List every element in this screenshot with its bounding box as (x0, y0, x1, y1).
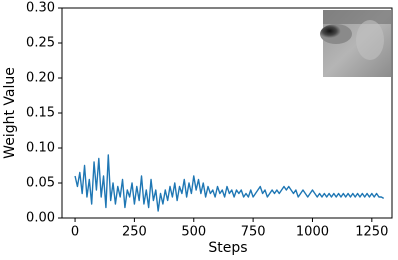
x-tick-label: 0 (71, 225, 79, 240)
x-tick-label: 1000 (296, 225, 329, 240)
inset-eye (320, 24, 352, 44)
y-tick-label: 0.00 (26, 211, 55, 226)
y-tick-label: 0.25 (26, 36, 55, 51)
y-tick-label: 0.10 (26, 141, 55, 156)
y-tick-label: 0.20 (26, 71, 55, 86)
y-axis-label: Weight Value (2, 67, 18, 159)
inset-cheek (356, 20, 384, 60)
y-tick-label: 0.30 (26, 1, 55, 16)
x-tick-label: 500 (181, 225, 206, 240)
x-tick-label: 1250 (355, 225, 388, 240)
plot-area: 0.00 0.05 0.10 0.15 0.20 0.25 0.30 0 250 500 750 10… (26, 1, 393, 240)
inset-image (320, 10, 391, 77)
y-tick-label: 0.05 (26, 176, 55, 191)
data-line (74, 154, 385, 212)
x-tick-label: 250 (122, 225, 147, 240)
x-tick-label: 750 (241, 225, 266, 240)
y-tick-label: 0.15 (26, 106, 55, 121)
x-axis-label: Steps (208, 240, 247, 256)
inset-brow (323, 10, 391, 24)
